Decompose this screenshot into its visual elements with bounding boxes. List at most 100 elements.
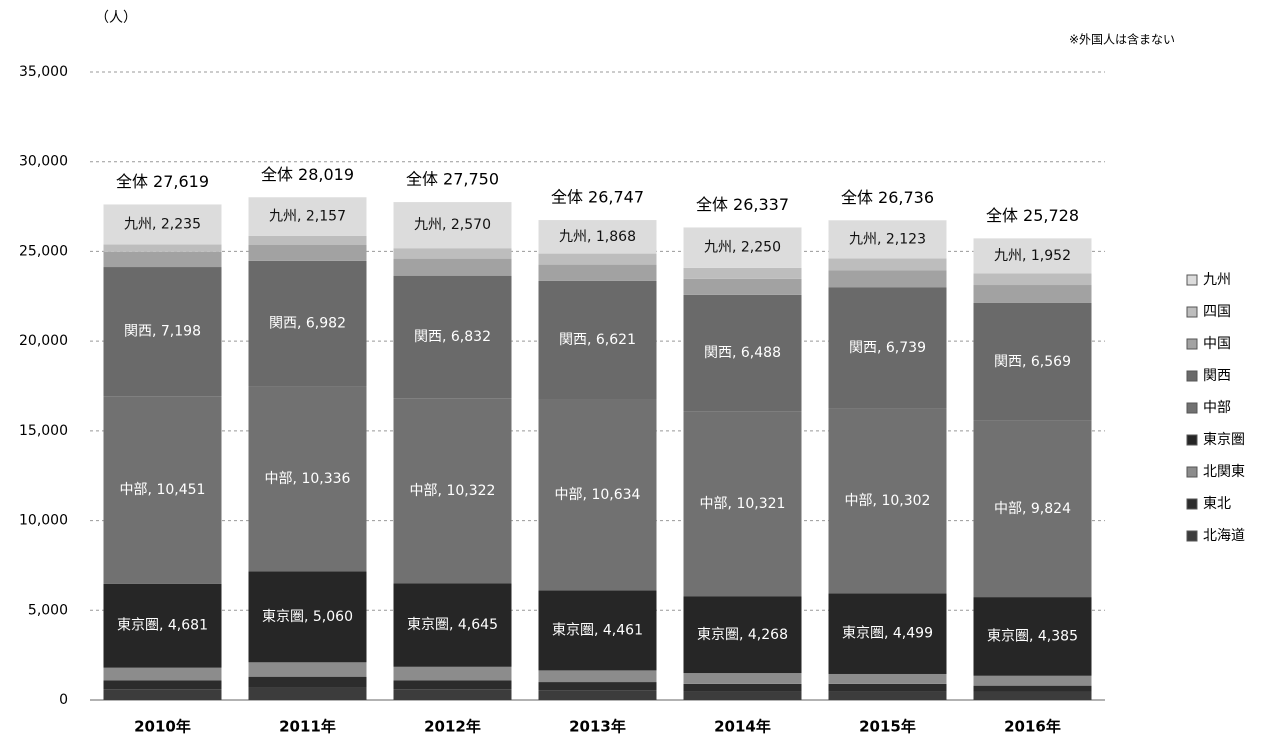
bar-segment [538, 690, 657, 700]
bar-segment [973, 420, 1092, 598]
bar-segment [393, 680, 512, 690]
data-label: 東京圏, 4,461 [552, 622, 643, 638]
legend-swatch [1186, 306, 1198, 318]
data-label: 九州, 1,952 [994, 248, 1071, 264]
bar-segment [103, 396, 222, 584]
bar-segment [973, 273, 1092, 286]
y-tick-label: 25,000 [19, 243, 68, 259]
legend-label: 関西 [1203, 368, 1231, 384]
bar-segment [103, 251, 222, 268]
bar-segment [973, 597, 1092, 676]
legend-swatch [1186, 530, 1198, 542]
bar-segment [538, 399, 657, 591]
bar-segment [248, 571, 367, 663]
data-label: 関西, 6,832 [414, 329, 491, 345]
bar-segment [683, 267, 802, 279]
bar-segment [973, 285, 1092, 303]
bar-segment [538, 682, 657, 691]
data-label: 関西, 6,488 [704, 345, 781, 361]
bar-segment [103, 244, 222, 252]
bar-segment [103, 267, 222, 397]
bar-segment [248, 244, 367, 261]
x-tick-label: 2015年 [859, 718, 916, 736]
bar-segment [828, 258, 947, 271]
data-label: 東京圏, 4,385 [987, 628, 1078, 644]
bar-segment [393, 666, 512, 681]
bar-segment [683, 691, 802, 700]
data-label: 中部, 10,451 [120, 482, 206, 498]
legend-label: 中国 [1203, 336, 1231, 352]
bar-segment [828, 220, 947, 259]
data-label: 中部, 10,322 [410, 483, 496, 499]
legend-label: 東北 [1203, 496, 1231, 512]
data-label: 関西, 6,739 [849, 340, 926, 356]
y-tick-label: 20,000 [19, 333, 68, 349]
bar-segment [683, 683, 802, 692]
bar-segment [973, 675, 1092, 686]
bar-segment [248, 662, 367, 677]
note: ※外国人は含まない [1069, 32, 1175, 47]
y-tick-label: 15,000 [19, 423, 68, 439]
bar-segment [103, 689, 222, 700]
total-label: 全体 26,747 [551, 188, 644, 207]
legend-label: 北海道 [1203, 528, 1245, 544]
x-tick-label: 2014年 [714, 718, 771, 736]
bar-segment [683, 294, 802, 412]
x-tick-label: 2011年 [279, 718, 336, 736]
bar-segment [828, 287, 947, 409]
data-label: 関西, 6,569 [994, 354, 1071, 370]
bar-segment [683, 227, 802, 268]
legend-swatch [1186, 402, 1198, 414]
bar-segment [828, 683, 947, 692]
x-tick-label: 2012年 [424, 718, 481, 736]
legend-label: 四国 [1203, 304, 1231, 320]
data-label: 九州, 2,570 [414, 217, 491, 233]
bar-segment [973, 302, 1092, 421]
bar-segment [683, 673, 802, 684]
x-tick-label: 2013年 [569, 718, 626, 736]
data-label: 中部, 10,321 [700, 496, 786, 512]
bar-segment [683, 411, 802, 597]
bar-segment [103, 667, 222, 681]
bar-segment [248, 687, 367, 700]
data-label: 東京圏, 4,681 [117, 618, 208, 634]
bar-segment [393, 583, 512, 667]
data-label: 中部, 10,634 [555, 487, 641, 503]
y-tick-label: 30,000 [19, 154, 68, 170]
bar-segment [973, 691, 1092, 700]
legend-label: 北関東 [1203, 464, 1245, 480]
data-label: 九州, 1,868 [559, 229, 636, 245]
bar-segment [683, 596, 802, 674]
bar-segment [538, 590, 657, 671]
data-label: 中部, 10,336 [265, 471, 351, 487]
bar-segment [103, 204, 222, 245]
bar-segment [828, 270, 947, 288]
x-tick-label: 2016年 [1004, 718, 1061, 736]
bar-segment [973, 238, 1092, 274]
bar-segment [973, 685, 1092, 692]
y-tick-label: 35,000 [19, 64, 68, 80]
legend-swatch [1186, 274, 1198, 286]
legend-label: 東京圏 [1203, 432, 1245, 448]
legend-swatch [1186, 498, 1198, 510]
bar-segment [103, 583, 222, 668]
data-label: 九州, 2,157 [269, 209, 346, 225]
legend-swatch [1186, 370, 1198, 382]
bar-segment [538, 253, 657, 265]
bar-segment [248, 260, 367, 387]
bar-segment [393, 398, 512, 584]
y-tick-label: 10,000 [19, 513, 68, 529]
bar-segment [828, 408, 947, 594]
data-label: 関西, 6,982 [269, 315, 346, 331]
total-label: 全体 25,728 [986, 206, 1079, 225]
bar-segment [248, 676, 367, 688]
data-label: 中部, 10,302 [845, 493, 931, 509]
bar-segment [828, 593, 947, 674]
total-label: 全体 28,019 [261, 165, 354, 184]
bar-segment [393, 258, 512, 276]
data-label: 東京圏, 5,060 [262, 609, 353, 625]
bar-segment [393, 202, 512, 249]
legend-label: 九州 [1203, 272, 1231, 288]
total-label: 全体 27,750 [406, 170, 499, 189]
bar-segment [393, 275, 512, 399]
